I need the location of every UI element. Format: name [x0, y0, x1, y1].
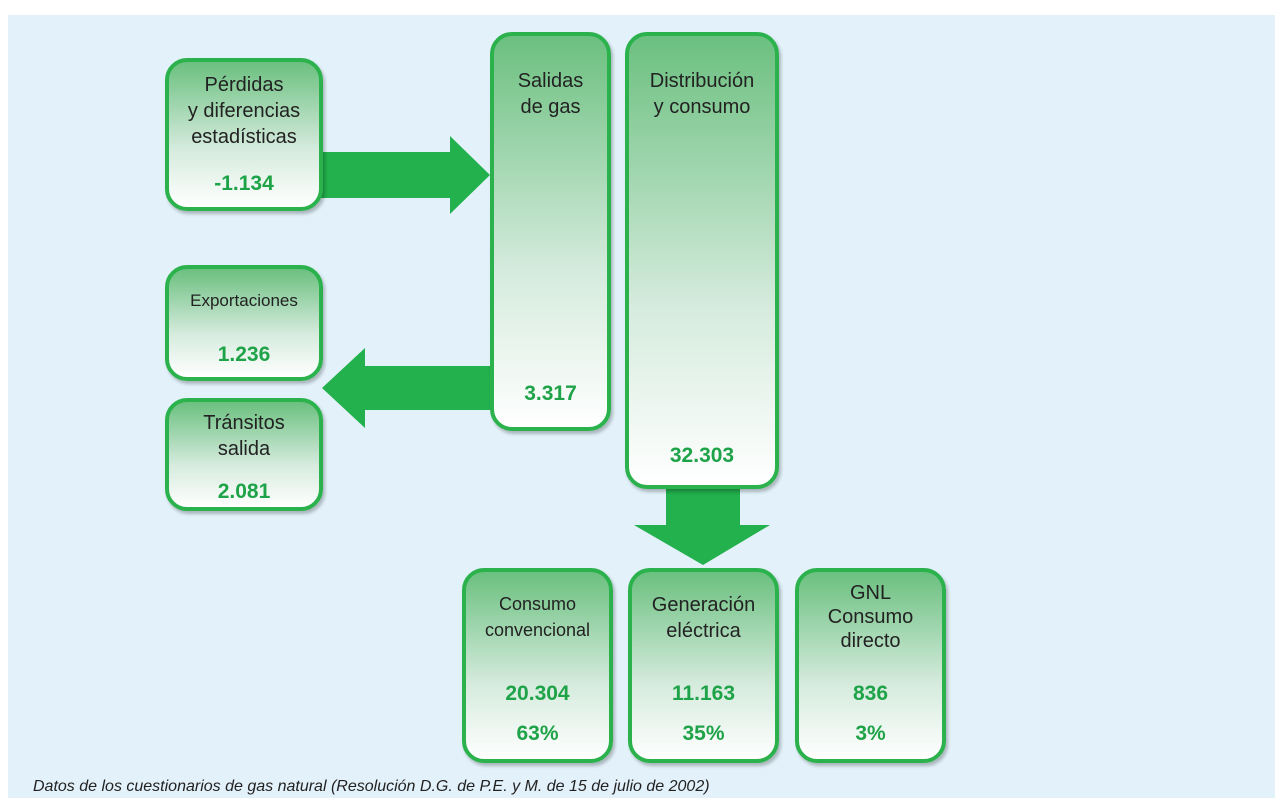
- node-label: Tránsitos: [203, 412, 285, 434]
- node-value: 20.304: [505, 682, 570, 705]
- node-label: estadísticas: [191, 126, 297, 148]
- node-label: Consumo: [498, 594, 577, 614]
- node-label: de gas: [520, 96, 581, 118]
- node-label: Exportaciones: [190, 291, 298, 310]
- node-label: directo: [840, 630, 901, 652]
- node-label: Pérdidas: [204, 74, 284, 96]
- node: Exportaciones 1.236: [165, 265, 323, 381]
- arrow-right: [318, 136, 490, 214]
- node-label: y diferencias: [187, 100, 301, 122]
- node-label: Consumo: [827, 606, 914, 628]
- node-value: 3.317: [524, 382, 577, 405]
- node-label: GNL: [849, 582, 892, 604]
- footnote: Datos de los cuestionarios de gas natura…: [33, 778, 710, 795]
- node: Distribución y consumo 32.303: [625, 32, 779, 489]
- node-value: 2.081: [217, 480, 271, 503]
- node-value: 1.236: [217, 343, 271, 366]
- node-value: 63%: [516, 722, 559, 745]
- node-label: convencional: [484, 620, 591, 640]
- node: Consumo convencional 20.304 63%: [462, 568, 613, 763]
- node-label: salida: [217, 438, 271, 460]
- node-value: 3%: [855, 722, 886, 745]
- node: Salidas de gas 3.317: [490, 32, 611, 431]
- node-label: Salidas: [517, 70, 584, 92]
- node: Pérdidas y diferencias estadísticas -1.134: [165, 58, 323, 211]
- arrow-left: [322, 348, 500, 428]
- node-value: 32.303: [669, 444, 735, 467]
- node-label: Generación: [651, 594, 756, 616]
- node: Generación eléctrica 11.163 35%: [628, 568, 779, 763]
- node-label: eléctrica: [666, 620, 741, 642]
- node-value: 35%: [682, 722, 725, 745]
- node: GNL Consumo directo 836 3%: [795, 568, 946, 763]
- arrow-down: [634, 484, 770, 565]
- node-value: 836: [852, 682, 889, 705]
- node-label: Distribución: [649, 70, 755, 92]
- node: Tránsitos salida 2.081: [165, 398, 323, 511]
- node-value: 11.163: [671, 682, 736, 705]
- node-label: y consumo: [653, 96, 751, 118]
- node-value: -1.134: [214, 172, 274, 195]
